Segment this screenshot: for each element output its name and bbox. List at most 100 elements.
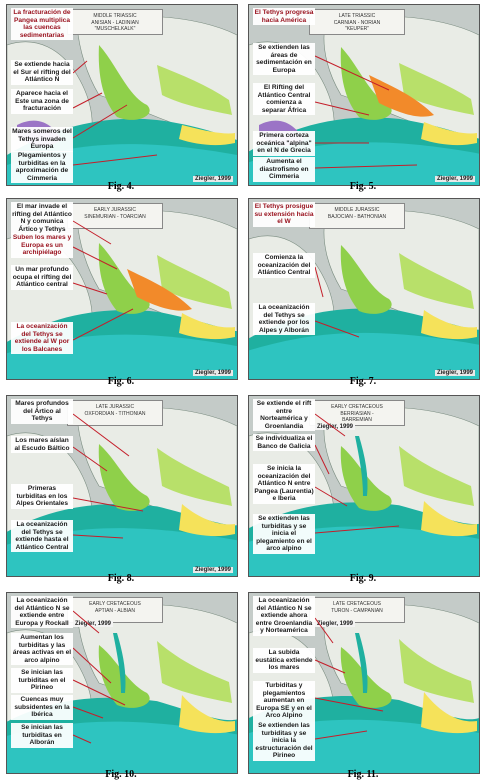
map-credit: Ziegler, 1999	[73, 621, 114, 627]
figure-panel: LATE TRIASSIC CARNIAN - NORIAN "KEUPER" Zie…	[248, 4, 480, 186]
continental-deposits	[179, 695, 235, 734]
annotation-label: La oceanización del Tethys se extiende h…	[11, 520, 73, 553]
annotation-label: La subida eustática extiende los mares	[253, 648, 315, 673]
continental-deposits	[421, 122, 477, 146]
figure-caption: Fig. 5.	[349, 181, 377, 192]
figure-panel: EARLY JURASSIC SINEMURIAN - TOARCIAN Ziegl…	[6, 198, 238, 380]
continental-deposits	[179, 313, 235, 340]
continental-deposits	[421, 310, 477, 340]
legend-line: MIDDLE JURASSIC	[334, 207, 380, 213]
annotation-label: Se extiende hacia el Sur el rifting del …	[11, 60, 73, 85]
annotation-label: Se extienden las turbiditas y se inicia …	[253, 514, 315, 554]
map-credit: Ziegler, 1999	[192, 567, 233, 573]
figure-caption: Fig. 7.	[349, 376, 377, 387]
legend-line: TURON - CAMPANIAN	[331, 607, 383, 614]
continental-deposits	[179, 125, 235, 146]
atlantic-rift	[113, 633, 126, 693]
figure-panel: MIDDLE TRIASSIC ANISIAN - LADINIAN "MUSCHE…	[6, 4, 238, 186]
annotation-label: Se inician las turbiditas en Alborán	[11, 723, 73, 748]
annotation-label: Se individualiza el Banco de Galicia	[253, 434, 315, 452]
continental-deposits	[179, 504, 235, 537]
atlantic-rift	[355, 633, 368, 693]
period-legend: MIDDLE TRIASSIC ANISIAN - LADINIAN "MUSCHE…	[67, 9, 163, 35]
legend-line: BAJOCIAN - BATHONIAN	[327, 213, 387, 220]
continental-deposits	[421, 692, 477, 734]
legend-line: ANISIAN - LADINIAN	[91, 19, 139, 26]
legend-line: "MUSCHELKALK"	[94, 26, 136, 32]
paleogeographic-map	[249, 199, 479, 379]
annotation-label: Aumentan los turbiditas y las áreas acti…	[11, 633, 73, 666]
figure-panel: LATE JURASSIC OXFORDIAN - TITHONIAN Ziegle…	[6, 395, 238, 577]
period-legend: EARLY CRETACEOUS APTIAN - ALBIAN	[67, 597, 163, 623]
legend-line: BERRIASIAN -	[340, 410, 374, 417]
period-legend: LATE JURASSIC OXFORDIAN - TITHONIAN	[67, 400, 163, 426]
legend-line: OXFORDIAN - TITHONIAN	[84, 410, 146, 417]
annotation-label: El mar invade el rifting del Atlántico N…	[11, 202, 73, 235]
annotation-label: El Tethys progresa hacia América	[253, 8, 315, 26]
annotation-label: Primera corteza oceánica "alpina" en el …	[253, 131, 315, 156]
sedimentation-area	[127, 269, 192, 311]
legend-line: EARLY JURASSIC	[93, 207, 137, 213]
legend-line: APTIAN - ALBIAN	[94, 607, 135, 614]
shallow-sea	[399, 63, 474, 115]
annotation-label: El Tethys prosigue su extensión hacia el…	[253, 202, 315, 227]
continental-deposits	[421, 501, 477, 537]
figure-caption: Fig. 4.	[107, 181, 135, 192]
shallow-sea	[157, 641, 232, 703]
shelf-seas	[98, 444, 150, 511]
annotation-label: Se extienden las turbiditas y se inicia …	[253, 721, 315, 761]
period-legend: MIDDLE JURASSIC BAJOCIAN - BATHONIAN	[309, 203, 405, 229]
annotation-label: Los mares aíslan al Escudo Báltico	[11, 436, 73, 454]
period-legend: LATE CRETACEOUS TURON - CAMPANIAN	[309, 597, 405, 623]
annotation-label: Se inicia la oceanización del Atlántico …	[253, 464, 315, 504]
figure-caption: Fig. 8.	[107, 573, 135, 584]
figure-caption: Fig. 10.	[105, 769, 137, 780]
atlantic-rift	[355, 436, 368, 496]
map-credit: Ziegler, 1999	[192, 176, 233, 182]
annotation-label: Comienza la oceanización del Atlántico C…	[253, 253, 315, 278]
annotation-label: La fracturación de Pangea multiplica las…	[11, 8, 73, 41]
annotation-label: Aparece hacia el Este una zona de fractu…	[11, 89, 73, 114]
legend-line: SINEMURIAN - TOARCIAN	[84, 213, 146, 220]
annotation-label: La oceanización del Tethys se extiende a…	[11, 322, 73, 355]
annotation-label: Mares someros del Tethys invaden Europa	[11, 127, 73, 152]
figure-panel: MIDDLE JURASSIC BAJOCIAN - BATHONIAN Ziegl…	[248, 198, 480, 380]
period-legend: LATE TRIASSIC CARNIAN - NORIAN "KEUPER"	[309, 9, 405, 35]
annotation-label: Suben los mares y Europa es un archipiél…	[11, 233, 73, 258]
annotation-label: Se extiende el rift entre Norteamérica y…	[253, 399, 315, 432]
deep-ocean	[249, 332, 479, 379]
legend-line: LATE JURASSIC	[95, 404, 135, 410]
annotation-label: Cuencas muy subsidentes en la Ibérica	[11, 695, 73, 720]
legend-line: EARLY CRETACEOUS	[331, 404, 383, 410]
annotation-label: La oceanización del Atlántico N se extie…	[11, 596, 73, 629]
legend-line: LATE CRETACEOUS	[333, 601, 381, 607]
annotation-label: Se extienden las áreas de sedimentación …	[253, 43, 315, 76]
annotation-label: Aumenta el diastrofismo en Cimmeria	[253, 157, 315, 182]
shelf-seas	[340, 245, 392, 314]
map-credit: Ziegler, 1999	[434, 176, 475, 182]
shallow-sea	[399, 639, 474, 703]
legend-line: EARLY CRETACEOUS	[89, 601, 141, 607]
shallow-sea	[157, 255, 232, 309]
annotation-label: La oceanización del Tethys se extiende p…	[253, 303, 315, 336]
map-credit: Ziegler, 1999	[315, 424, 356, 430]
map-credit: Ziegler, 1999	[315, 621, 356, 627]
shallow-sea	[157, 448, 232, 506]
annotation-label: Mares profundos del Ártico al Tethys	[11, 399, 73, 424]
annotation-label: Turbiditas y plegamientos aumentan en Eu…	[253, 681, 315, 721]
annotation-label: Plegamientos y turbiditas en la aproxima…	[11, 151, 73, 184]
annotation-label: Un mar profundo ocupa el rifting del Atl…	[11, 265, 73, 290]
figure-panel: EARLY CRETACEOUS BERRIASIAN - BARREMIAN Zie…	[248, 395, 480, 577]
shallow-sea	[399, 253, 474, 309]
figure-caption: Fig. 6.	[107, 376, 135, 387]
period-legend: EARLY CRETACEOUS BERRIASIAN - BARREMIAN	[309, 400, 405, 426]
period-legend: EARLY JURASSIC SINEMURIAN - TOARCIAN	[67, 203, 163, 229]
map-credit: Ziegler, 1999	[434, 370, 475, 376]
shelf-seas	[98, 45, 150, 120]
legend-line: CARNIAN - NORIAN	[333, 19, 381, 26]
map-credit: Ziegler, 1999	[192, 370, 233, 376]
figure-panel: EARLY CRETACEOUS APTIAN - ALBIAN Ziegler, …	[6, 592, 238, 774]
legend-line: MIDDLE TRIASSIC	[93, 13, 137, 19]
annotation-label: La oceanización del Atlántico N se extie…	[253, 596, 315, 636]
shallow-sea	[399, 446, 474, 506]
